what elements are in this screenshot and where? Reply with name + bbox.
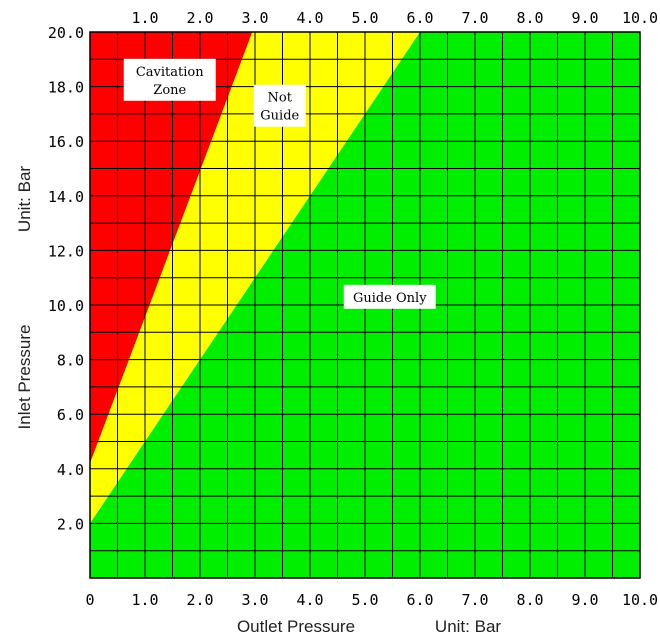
x-axis-label: Outlet Pressure [237, 617, 355, 636]
top-tick-label: 9.0 [571, 9, 598, 27]
top-tick-label: 3.0 [241, 9, 268, 27]
left-tick-label: 14.0 [48, 188, 84, 206]
left-tick-label: 6.0 [57, 406, 84, 424]
left-tick-label: 4.0 [57, 461, 84, 479]
bottom-tick-label: 2.0 [186, 591, 213, 609]
left-tick-labels: 2.0 4.0 6.0 8.0 10.0 12.0 14.0 16.0 18.0 20.0 [48, 24, 84, 533]
bottom-tick-label: 0 [85, 591, 94, 609]
left-tick-label: 8.0 [57, 352, 84, 370]
bottom-tick-label: 5.0 [351, 591, 378, 609]
top-tick-label: 6.0 [406, 9, 433, 27]
plot-border [89, 31, 641, 579]
top-tick-label: 4.0 [296, 9, 323, 27]
region-label-box [123, 58, 216, 101]
x-axis-unit: Unit: Bar [435, 617, 501, 636]
left-tick-label: 12.0 [48, 242, 84, 260]
bottom-tick-label: 1.0 [131, 591, 158, 609]
left-tick-label: 16.0 [48, 133, 84, 151]
left-tick-label: 2.0 [57, 515, 84, 533]
y-axis-unit: Unit: Bar [15, 166, 34, 232]
region-cavitation-zone [90, 32, 253, 464]
bottom-tick-labels: 0 1.0 2.0 3.0 4.0 5.0 6.0 7.0 8.0 9.0 10.0 [85, 591, 658, 609]
left-tick-label: 10.0 [48, 297, 84, 315]
bottom-tick-label: 4.0 [296, 591, 323, 609]
region-labels: Cavitation Zone Not Guide Guide Only [123, 58, 436, 309]
region-label-cavitation-zone: Cavitation Zone [123, 58, 216, 101]
region-label-text: Not [268, 91, 293, 106]
bottom-tick-label: 3.0 [241, 591, 268, 609]
left-tick-label: 20.0 [48, 24, 84, 42]
region-label-box [253, 84, 306, 127]
top-tick-labels: 1.0 2.0 3.0 4.0 5.0 6.0 7.0 8.0 9.0 10.0 [131, 9, 658, 27]
region-label-guide-only: Guide Only [343, 284, 436, 309]
left-tick-label: 18.0 [48, 79, 84, 97]
bottom-tick-label: 8.0 [516, 591, 543, 609]
region-label-text: Guide [260, 109, 299, 124]
top-tick-label: 7.0 [461, 9, 488, 27]
y-axis-label: Inlet Pressure [15, 325, 34, 430]
region-label-text: Cavitation [136, 65, 204, 80]
region-label-box [343, 284, 436, 309]
bottom-tick-label: 10.0 [622, 591, 658, 609]
region-label-not-guide: Not Guide [253, 84, 306, 127]
region-label-text: Guide Only [353, 291, 427, 306]
top-tick-label: 1.0 [131, 9, 158, 27]
top-tick-label: 8.0 [516, 9, 543, 27]
top-tick-label: 5.0 [351, 9, 378, 27]
bottom-tick-label: 6.0 [406, 591, 433, 609]
top-tick-label: 2.0 [186, 9, 213, 27]
top-tick-label: 10.0 [622, 9, 658, 27]
bottom-tick-label: 9.0 [571, 591, 598, 609]
bottom-tick-label: 7.0 [461, 591, 488, 609]
region-label-text: Zone [153, 83, 186, 98]
